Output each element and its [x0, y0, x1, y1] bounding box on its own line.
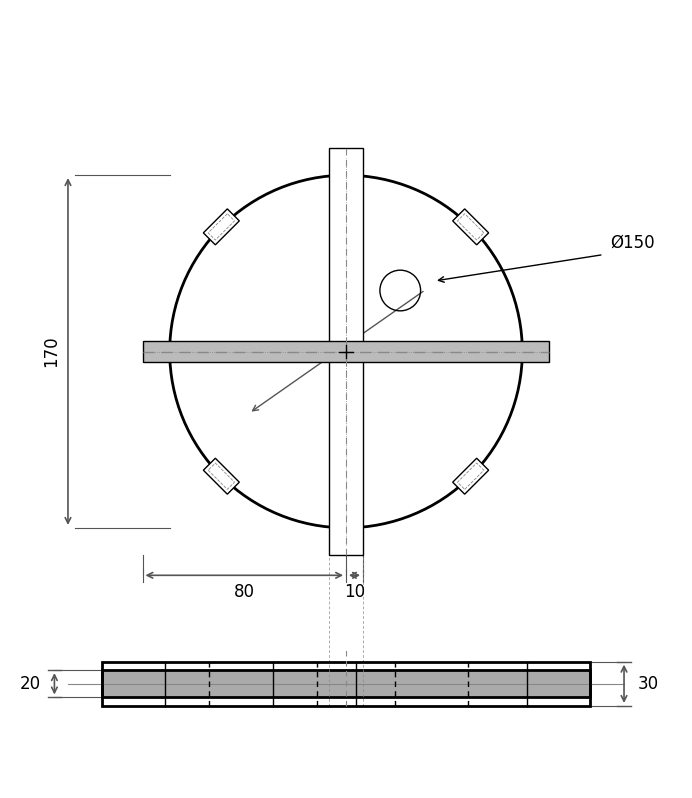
Bar: [457, 463, 484, 489]
Text: 30: 30: [637, 675, 659, 693]
Text: 10: 10: [344, 583, 365, 601]
Polygon shape: [329, 148, 363, 555]
Bar: [208, 214, 235, 240]
Polygon shape: [143, 342, 549, 361]
Bar: [203, 458, 239, 494]
Bar: [453, 209, 489, 245]
Text: 170: 170: [42, 336, 60, 367]
Bar: [203, 209, 239, 245]
Text: Ø150: Ø150: [610, 233, 655, 251]
Bar: [453, 458, 489, 494]
Polygon shape: [102, 670, 590, 697]
Text: 20: 20: [20, 675, 41, 693]
Bar: [457, 214, 484, 240]
Bar: [208, 463, 235, 489]
Text: 80: 80: [234, 583, 255, 601]
